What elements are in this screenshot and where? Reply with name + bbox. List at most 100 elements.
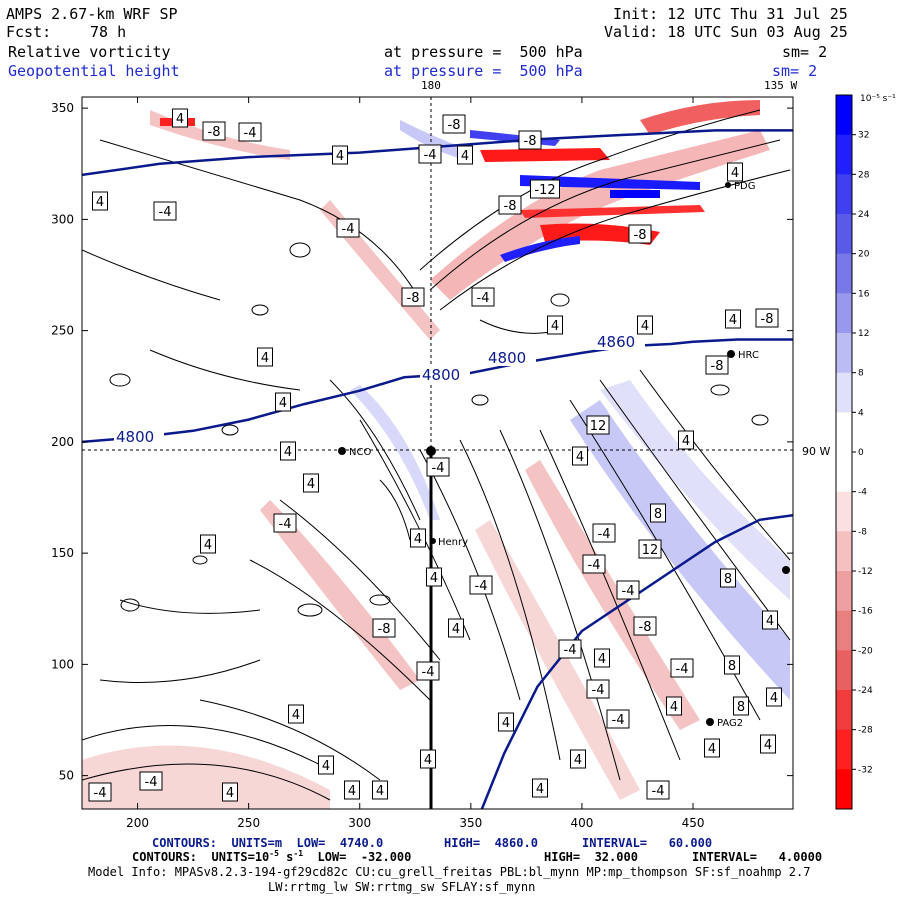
vorticity-label: -4 bbox=[336, 218, 360, 238]
svg-text:-8: -8 bbox=[378, 622, 391, 637]
y-tick-label: 250 bbox=[51, 324, 74, 338]
svg-text:4: 4 bbox=[551, 319, 559, 334]
svg-text:4: 4 bbox=[96, 195, 104, 210]
svg-text:4: 4 bbox=[279, 396, 287, 411]
vorticity-label: -4 bbox=[418, 144, 442, 164]
vorticity-label: -4 bbox=[238, 122, 262, 142]
colorbar-swatch bbox=[836, 650, 852, 691]
svg-text:4: 4 bbox=[336, 149, 344, 164]
vorticity-label: 4 bbox=[303, 473, 319, 493]
y-tick-label: 350 bbox=[51, 101, 74, 115]
vorticity-label: -4 bbox=[606, 709, 630, 729]
svg-text:4: 4 bbox=[576, 450, 584, 465]
vorticity-label: 4 bbox=[410, 528, 426, 548]
vorticity-label: 4 bbox=[344, 780, 360, 800]
x-tick-label: 400 bbox=[570, 816, 593, 830]
height-label-box bbox=[486, 349, 536, 366]
positive-vorticity-band bbox=[600, 380, 790, 600]
colorbar-swatch bbox=[836, 531, 852, 572]
height-label: 4860 bbox=[597, 333, 635, 351]
station-label-hrc: HRC bbox=[738, 350, 759, 361]
svg-text:4: 4 bbox=[770, 691, 778, 706]
strong-negative-core bbox=[640, 100, 760, 135]
svg-text:-4: -4 bbox=[422, 665, 435, 680]
svg-text:4: 4 bbox=[574, 753, 582, 768]
jet-region bbox=[430, 130, 770, 300]
svg-text:4: 4 bbox=[176, 112, 184, 127]
vorticity-label: 4 bbox=[704, 738, 720, 758]
forecast-label: Fcst: bbox=[6, 23, 52, 41]
vorticity-label: 4 bbox=[725, 309, 741, 329]
svg-text:12: 12 bbox=[642, 543, 659, 558]
station-label-henry: Henry bbox=[438, 537, 468, 548]
footer-vort-exp1: -5 bbox=[269, 849, 279, 858]
svg-text:-4: -4 bbox=[342, 222, 355, 237]
station-label-pag2: PAG2 bbox=[717, 718, 743, 729]
field1-name: Relative vorticity bbox=[8, 43, 171, 61]
svg-text:-4: -4 bbox=[652, 784, 665, 799]
svg-text:4: 4 bbox=[766, 614, 774, 629]
vorticity-label: -4 bbox=[153, 201, 177, 221]
vorticity-label: 4 bbox=[275, 392, 291, 412]
svg-text:-8: -8 bbox=[711, 359, 724, 374]
height-label-box bbox=[114, 428, 164, 445]
svg-text:4: 4 bbox=[536, 782, 544, 797]
svg-text:4: 4 bbox=[376, 784, 384, 799]
positive-vorticity-band bbox=[400, 120, 470, 160]
vorticity-label: 4 bbox=[498, 712, 514, 732]
colorbar-swatch bbox=[836, 372, 852, 413]
vorticity-label: -4 bbox=[592, 523, 616, 543]
colorbar-swatch bbox=[836, 452, 852, 493]
vorticity-label: -12 bbox=[530, 179, 560, 199]
footer-physics: LW:rrtmg_lw SW:rrtmg_sw SFLAY:sf_mynn bbox=[268, 880, 536, 894]
footer-height-contours: CONTOURS: UNITS=m LOW= 4740.0 HIGH= 4860.… bbox=[152, 836, 712, 850]
svg-text:-8: -8 bbox=[761, 312, 774, 327]
x-tick-label: 450 bbox=[682, 816, 705, 830]
vorticity-label: 4 bbox=[637, 315, 653, 335]
vorticity-label: -8 bbox=[498, 195, 522, 215]
vorticity-label: 4 bbox=[222, 782, 238, 802]
x-axis: 200 250 300 350 400 450 bbox=[126, 97, 704, 830]
y-axis: 50 100 150 200 250 300 350 bbox=[51, 101, 793, 783]
y-tick-label: 100 bbox=[51, 657, 74, 671]
svg-text:-8: -8 bbox=[407, 291, 420, 306]
height-label-box bbox=[420, 366, 470, 383]
colorbar-swatch bbox=[836, 214, 852, 255]
svg-text:-4: -4 bbox=[612, 713, 625, 728]
vorticity-label: -4 bbox=[273, 513, 297, 533]
colorbar-tick-label: 0 bbox=[858, 448, 864, 458]
footer-height-units: CONTOURS: UNITS=m LOW= 4740.0 bbox=[152, 836, 384, 850]
colorbar-tick-label: -28 bbox=[858, 726, 873, 736]
vorticity-label: -8 bbox=[518, 130, 542, 150]
colorbar-tick-label: -12 bbox=[858, 567, 873, 577]
svg-text:-4: -4 bbox=[475, 579, 488, 594]
svg-text:-8: -8 bbox=[524, 134, 537, 149]
vorticity-label: -8 bbox=[755, 308, 779, 328]
height-label: 4800 bbox=[116, 428, 154, 446]
vorticity-label: 4 bbox=[200, 534, 216, 554]
colorbar-tick-label: -16 bbox=[858, 607, 873, 617]
negative-vorticity-band bbox=[82, 745, 330, 809]
vorticity-label: -8 bbox=[633, 616, 657, 636]
vorticity-label: -4 bbox=[88, 782, 112, 802]
field2-smoothing: sm= 2 bbox=[772, 62, 818, 80]
field2-level: at pressure = 500 hPa bbox=[384, 62, 583, 80]
colorbar-swatch bbox=[836, 174, 852, 215]
svg-text:-8: -8 bbox=[504, 199, 517, 214]
colorbar-tick-label: -20 bbox=[858, 646, 873, 656]
svg-text:-8: -8 bbox=[448, 118, 461, 133]
vorticity-label: 4 bbox=[448, 618, 464, 638]
footer-vort-units: CONTOURS: UNITS=10 bbox=[132, 850, 270, 864]
strong-negative-core bbox=[520, 205, 705, 218]
vorticity-label: 4 bbox=[532, 778, 548, 798]
colorbar-tick-label: -8 bbox=[858, 527, 867, 537]
colorbar-tick-label: 12 bbox=[858, 329, 869, 339]
colorbar-swatch bbox=[836, 333, 852, 374]
colorbar-unit: 10⁻⁵ s⁻¹ bbox=[860, 94, 896, 104]
svg-text:4: 4 bbox=[731, 166, 739, 181]
y-tick-label: 300 bbox=[51, 212, 74, 226]
lon-label-135w: 135 W bbox=[764, 79, 798, 92]
vorticity-label: 4 bbox=[372, 780, 388, 800]
vorticity-label: -4 bbox=[558, 639, 582, 659]
